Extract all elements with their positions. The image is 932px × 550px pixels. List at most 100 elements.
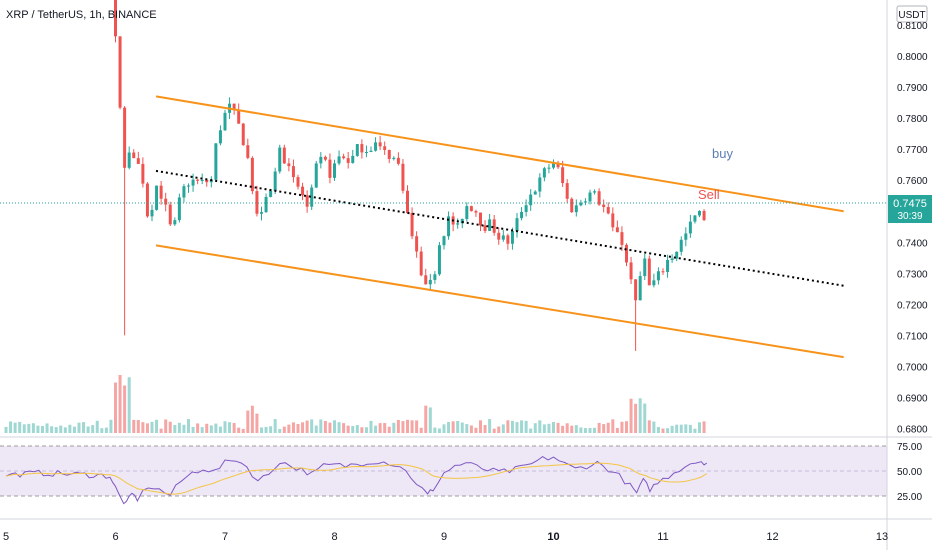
candle-body	[360, 144, 364, 153]
candle-body	[364, 151, 368, 153]
volume-bar	[437, 428, 441, 433]
candle-body	[597, 191, 601, 205]
volume-bar	[396, 419, 400, 433]
volume-bar	[611, 419, 615, 433]
volume-bar	[533, 423, 537, 433]
volume-bar	[246, 410, 250, 433]
last-price-badge: 0.7475 30:39	[888, 195, 932, 223]
candle-body	[465, 206, 469, 219]
candle-body	[273, 171, 277, 191]
volume-bar	[419, 427, 423, 433]
volume-bar	[383, 423, 387, 433]
volume-bar	[515, 422, 519, 433]
candle-body	[369, 150, 373, 152]
volume-bar	[378, 423, 382, 433]
volume-bar	[424, 405, 428, 433]
volume-bar	[91, 425, 95, 433]
candle-body	[442, 236, 446, 246]
volume-bar	[86, 426, 90, 433]
volume-bar	[652, 421, 656, 433]
volume-bar	[273, 419, 277, 433]
candle-body	[355, 144, 359, 156]
volume-bar	[387, 426, 391, 433]
candle-body	[168, 204, 172, 225]
volume-bar	[469, 425, 473, 433]
candle-body	[136, 158, 140, 164]
candle-body	[538, 177, 542, 192]
candle-body	[542, 168, 546, 178]
currency-badge[interactable]: USDT	[896, 5, 928, 23]
volume-bar	[209, 425, 213, 433]
volume-bar	[656, 427, 660, 433]
candle-body	[305, 195, 309, 207]
volume-bar	[620, 421, 624, 433]
price-tick-label: 0.7600	[897, 176, 928, 187]
candle-body	[182, 186, 186, 198]
volume-bar	[474, 427, 478, 433]
volume-bar	[305, 420, 309, 433]
volume-bar	[228, 422, 232, 433]
volume-bar	[570, 425, 574, 433]
volume-bar	[492, 428, 496, 433]
volume-bar	[291, 422, 295, 433]
time-tick-label: 7	[222, 531, 228, 543]
volume-bar	[342, 423, 346, 433]
candle-body	[625, 244, 628, 263]
volume-bar	[164, 419, 168, 433]
candle-body	[620, 232, 624, 245]
volume-bar	[460, 422, 464, 433]
volume-bar	[679, 424, 683, 433]
candle-body	[223, 112, 227, 131]
currency-label: USDT	[898, 10, 925, 21]
volume-bar	[698, 422, 701, 433]
candle-body	[145, 183, 149, 217]
volume-bar	[465, 424, 469, 433]
candle-body	[688, 221, 692, 234]
candle-body	[638, 276, 642, 301]
volume-bar	[95, 420, 99, 433]
candle-body	[606, 207, 610, 214]
rsi-tick-label: 75.00	[897, 442, 922, 453]
candle-body	[469, 206, 473, 212]
candle-body	[506, 235, 510, 244]
candle-body	[643, 258, 647, 277]
volume-bar	[675, 424, 679, 433]
volume-bar	[310, 419, 314, 433]
volume-bar	[629, 398, 633, 433]
candle-body	[483, 225, 487, 231]
rsi-axis[interactable]: 75.00 50.00 25.00	[897, 442, 922, 503]
volume-bar	[141, 422, 145, 433]
candle-body	[670, 258, 674, 260]
volume-bar	[556, 422, 560, 433]
candle-body	[205, 179, 209, 183]
candle-body	[132, 152, 136, 159]
volume-bar	[479, 420, 482, 433]
volume-bar	[72, 426, 76, 433]
candle-body	[556, 162, 560, 168]
candle-body	[164, 198, 168, 205]
candle-body	[287, 163, 291, 167]
volume-bar	[168, 421, 172, 433]
candle-body	[155, 185, 159, 210]
volume-bar	[428, 407, 432, 433]
volume-bar	[369, 420, 373, 433]
candle-body	[611, 213, 615, 228]
channel-drawings	[155, 95, 844, 359]
time-tick-label: 12	[766, 531, 778, 543]
candle-body	[406, 190, 409, 213]
volume-bars	[4, 375, 706, 433]
price-tick-label: 0.6800	[897, 425, 928, 436]
volume-bar	[287, 424, 291, 433]
price-axis[interactable]: 0.81000.80000.79000.78000.77000.76000.75…	[897, 21, 928, 436]
time-tick-label: 6	[112, 531, 118, 543]
candle-body	[588, 192, 592, 202]
volume-bar	[647, 420, 651, 433]
volume-bar	[597, 422, 601, 433]
volume-bar	[602, 424, 606, 433]
candle-body	[428, 279, 432, 285]
volume-bar	[406, 419, 409, 433]
volume-bar	[282, 426, 286, 433]
candle-body	[615, 227, 619, 233]
time-axis[interactable]: 5 6 7 8 9 10 11 12 13	[3, 531, 888, 543]
